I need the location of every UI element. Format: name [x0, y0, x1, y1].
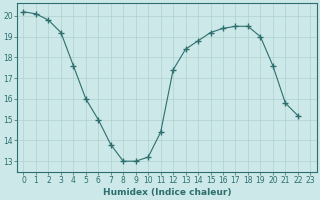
- X-axis label: Humidex (Indice chaleur): Humidex (Indice chaleur): [103, 188, 231, 197]
